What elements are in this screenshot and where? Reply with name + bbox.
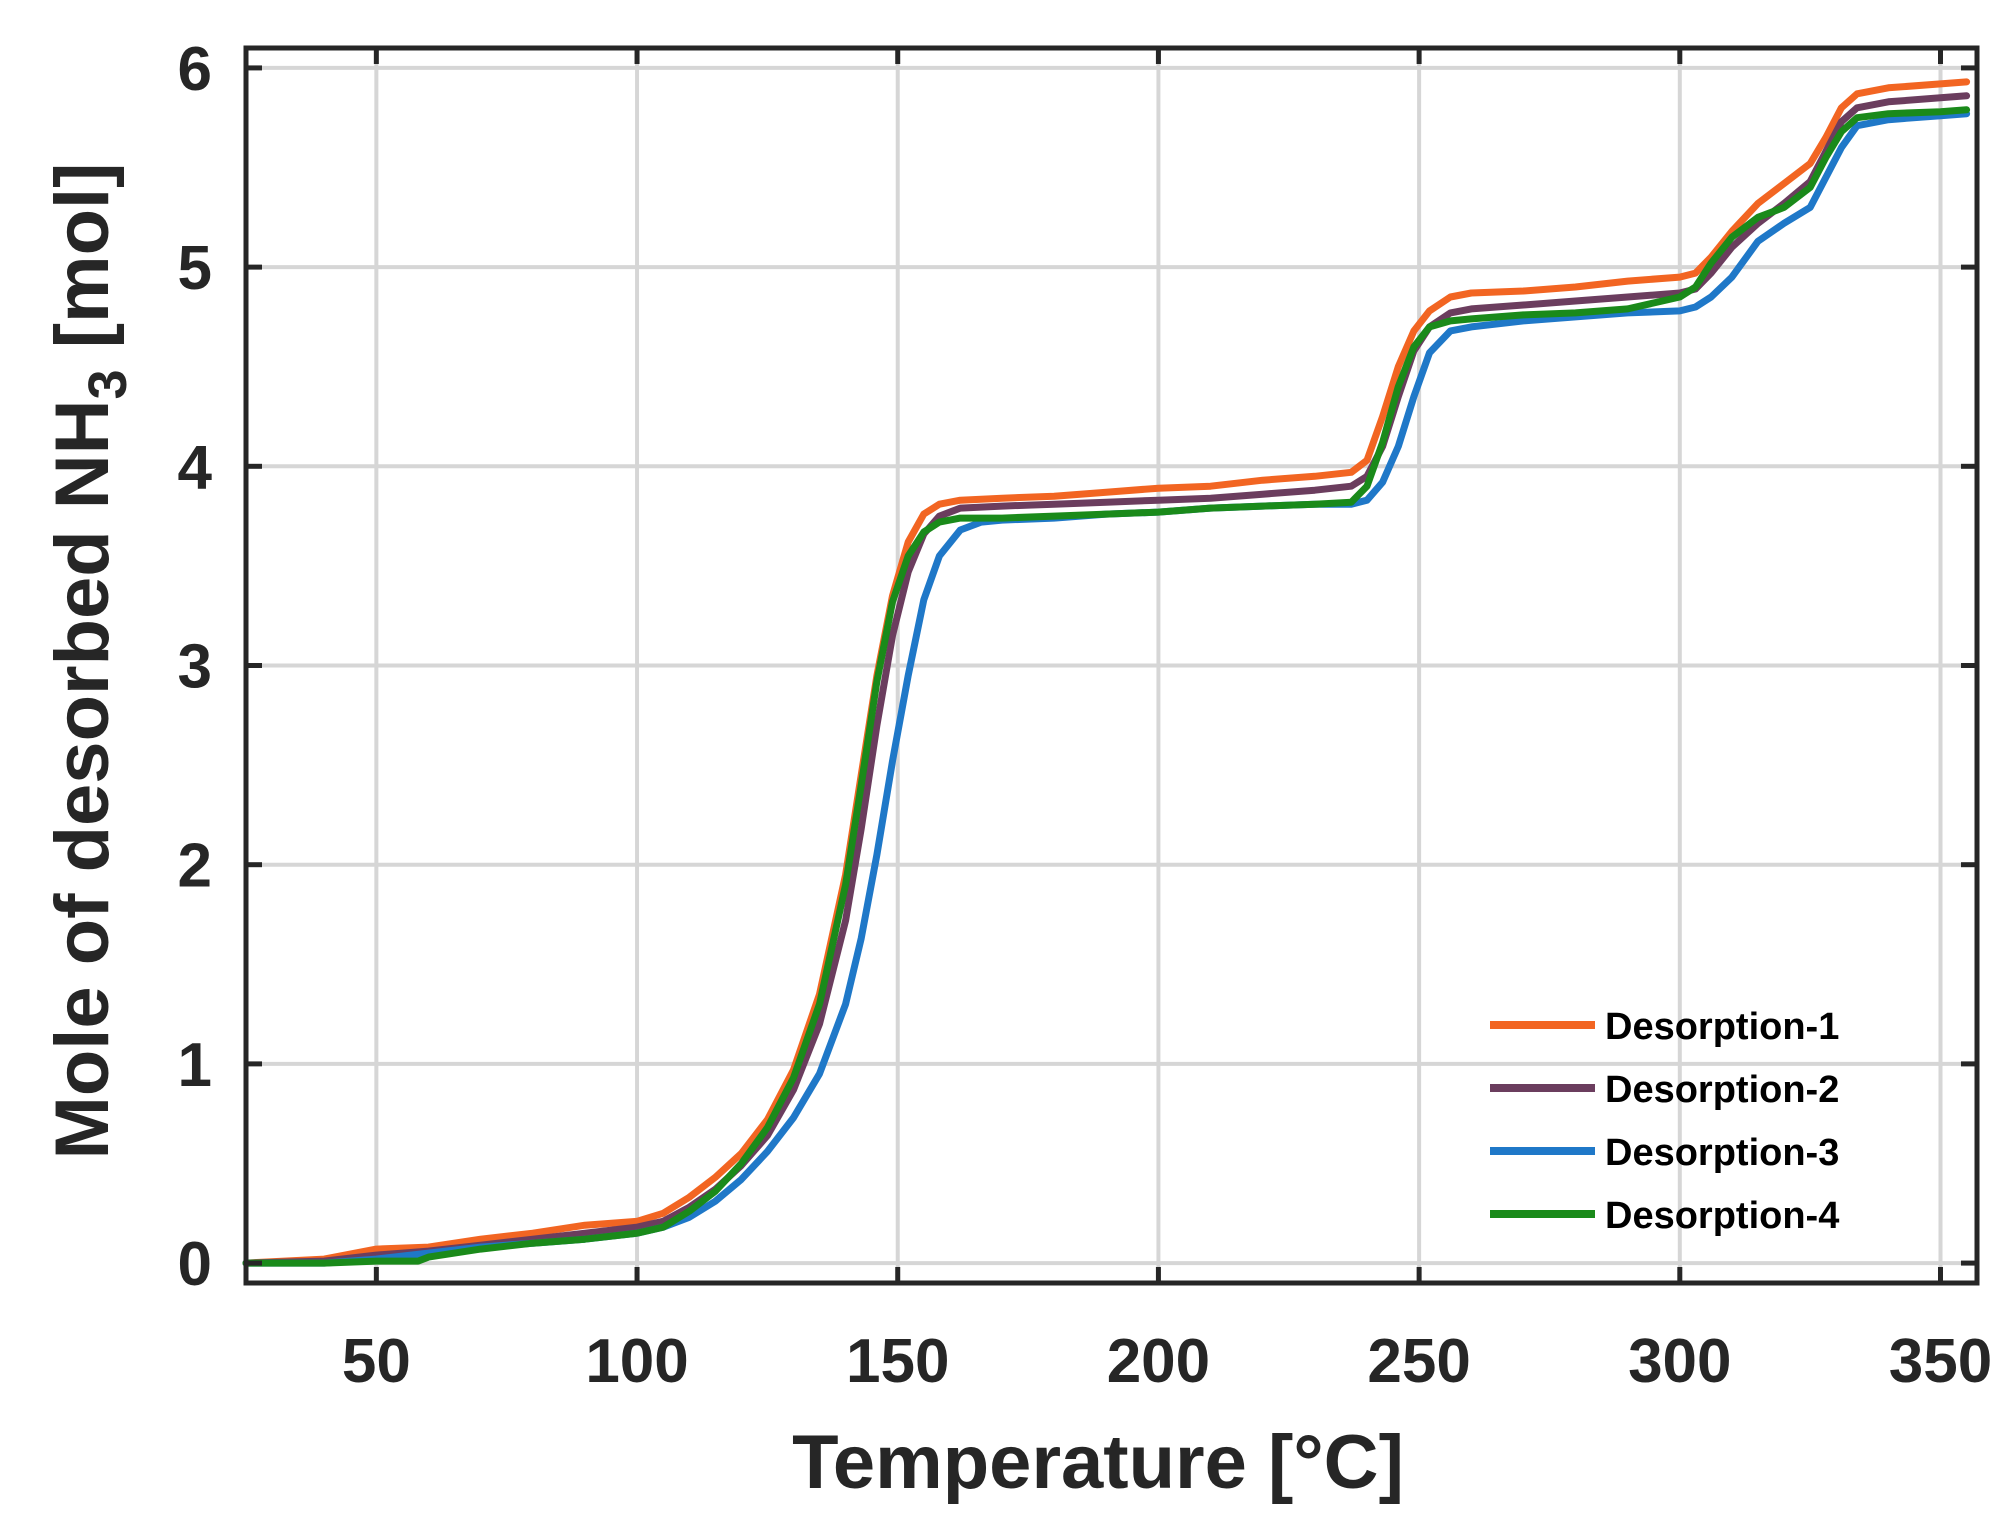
y-tick-label: 6 — [178, 35, 212, 104]
y-tick-label: 3 — [178, 633, 212, 702]
y-tick-label: 0 — [178, 1230, 212, 1299]
y-tick-label: 5 — [178, 234, 212, 303]
y-tick-labels: 0 1 2 3 4 5 6 — [178, 35, 213, 1299]
x-tick-label: 100 — [585, 1327, 688, 1396]
x-tick-label: 150 — [846, 1327, 949, 1396]
x-tick-label: 300 — [1628, 1327, 1731, 1396]
series-line-desorption-1 — [242, 78, 1971, 1267]
legend-label-desorption-3: Desorption-3 — [1605, 1132, 1839, 1174]
y-tick-label: 1 — [178, 1031, 212, 1100]
grid — [246, 48, 1977, 1283]
x-tick-label: 200 — [1107, 1327, 1210, 1396]
y-axis-label-subscript: 3 — [78, 369, 138, 399]
x-axis-label: Temperature [°C] — [792, 1420, 1404, 1505]
axis-ticks — [246, 48, 1977, 1283]
x-tick-labels: 50 100 150 200 250 300 350 — [342, 1327, 1992, 1396]
y-axis-label-unit: [mol] — [40, 163, 125, 370]
series-line-desorption-4 — [242, 106, 1971, 1267]
legend-label-desorption-4: Desorption-4 — [1605, 1195, 1839, 1237]
x-tick-label: 350 — [1889, 1327, 1992, 1396]
legend-label-desorption-1: Desorption-1 — [1605, 1006, 1839, 1048]
x-tick-label: 250 — [1367, 1327, 1470, 1396]
legend-label-desorption-2: Desorption-2 — [1605, 1069, 1839, 1111]
series-line-desorption-2 — [242, 92, 1971, 1267]
y-tick-label: 4 — [178, 433, 213, 502]
y-axis-label: Mole of desorbed NH3 [mol] — [40, 163, 138, 1160]
y-tick-label: 2 — [178, 832, 212, 901]
x-tick-label: 50 — [342, 1327, 411, 1396]
y-axis-label-main: Mole of desorbed NH — [40, 399, 125, 1159]
legend: Desorption-1 Desorption-2 Desorption-3 Deso… — [1490, 1006, 1839, 1237]
plot-lines — [242, 78, 1971, 1267]
